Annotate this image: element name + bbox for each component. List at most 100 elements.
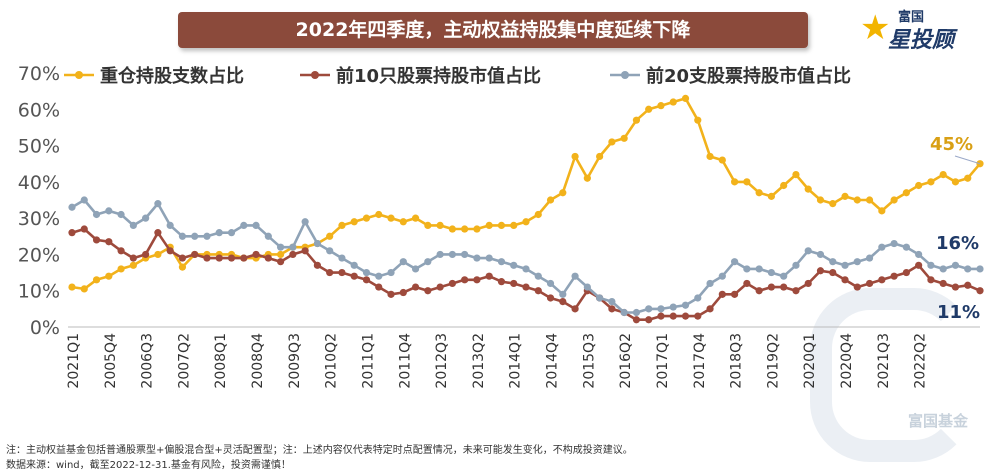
- data-point: [632, 308, 641, 317]
- data-point: [718, 156, 726, 164]
- data-point: [804, 185, 812, 193]
- data-point: [792, 261, 800, 269]
- data-point: [559, 189, 567, 197]
- data-point: [718, 290, 726, 298]
- data-point: [706, 305, 714, 313]
- data-point: [252, 221, 260, 229]
- legend-marker: [311, 71, 319, 79]
- data-point: [497, 258, 506, 266]
- data-point: [755, 287, 763, 295]
- data-point: [853, 196, 861, 204]
- x-tick-label: 2020Q4: [839, 333, 855, 389]
- x-tick-label: 2014Q1: [508, 333, 524, 389]
- y-tick-label: 20%: [18, 244, 60, 266]
- data-point: [497, 278, 506, 286]
- data-point: [927, 178, 935, 186]
- data-point: [645, 305, 653, 313]
- data-point: [546, 294, 555, 302]
- data-point: [117, 247, 125, 255]
- data-point: [902, 268, 910, 277]
- x-tick-label: 2011Q4: [397, 333, 413, 389]
- data-point: [583, 283, 591, 291]
- data-point: [767, 192, 776, 200]
- data-point: [289, 250, 297, 259]
- data-point: [399, 218, 407, 226]
- data-point: [853, 258, 861, 266]
- data-point: [853, 283, 861, 291]
- data-point: [743, 178, 751, 186]
- x-tick-label: 2006Q3: [140, 333, 156, 389]
- data-point: [939, 265, 947, 273]
- data-point: [571, 305, 579, 313]
- data-point: [92, 210, 101, 219]
- data-point: [915, 181, 923, 190]
- data-point: [436, 221, 444, 229]
- data-point: [669, 312, 677, 320]
- x-tick-label: 2016Q2: [618, 333, 634, 389]
- data-point: [227, 229, 236, 237]
- data-point: [583, 174, 591, 182]
- y-tick-label: 30%: [18, 208, 60, 230]
- data-point: [240, 221, 248, 229]
- data-point: [92, 276, 101, 284]
- x-tick-label: 2021Q3: [876, 333, 892, 389]
- data-point: [706, 152, 714, 161]
- data-point: [264, 232, 272, 240]
- data-point: [596, 152, 604, 161]
- x-tick-label: 2017Q1: [655, 333, 671, 389]
- y-tick-label: 10%: [18, 281, 60, 303]
- data-point: [939, 171, 947, 179]
- chart-title-banner: 2022年四季度，主动权益持股集中度延续下降: [178, 12, 808, 48]
- x-tick-label: 2009Q3: [287, 333, 303, 389]
- data-point: [743, 265, 751, 273]
- data-point: [632, 116, 641, 124]
- data-point: [154, 200, 162, 208]
- data-point: [657, 312, 665, 320]
- data-point: [927, 276, 935, 284]
- data-point: [559, 290, 567, 298]
- data-point: [80, 196, 88, 204]
- data-point: [890, 272, 898, 280]
- x-tick-label: 2007Q2: [176, 333, 192, 389]
- data-point: [338, 221, 346, 229]
- data-point: [289, 243, 297, 251]
- data-point: [68, 203, 76, 211]
- data-point: [927, 261, 935, 269]
- data-point: [976, 287, 984, 295]
- data-point: [915, 261, 923, 269]
- data-point: [841, 261, 849, 269]
- data-point: [215, 229, 223, 237]
- data-point: [534, 272, 542, 280]
- data-point: [424, 221, 432, 229]
- data-point: [767, 268, 776, 277]
- data-point: [620, 308, 628, 317]
- data-point: [829, 258, 837, 266]
- data-point: [608, 305, 616, 313]
- data-point: [632, 316, 641, 324]
- data-point: [951, 261, 960, 269]
- data-point: [461, 225, 469, 233]
- data-point: [792, 287, 800, 295]
- data-point: [546, 279, 555, 288]
- data-point: [780, 181, 788, 190]
- data-point: [878, 243, 886, 251]
- data-point: [767, 283, 776, 291]
- data-point: [154, 229, 162, 237]
- data-point: [448, 225, 456, 233]
- data-point: [350, 272, 358, 280]
- data-point: [780, 283, 788, 291]
- data-point: [191, 250, 199, 259]
- end-value-label: 45%: [930, 134, 973, 155]
- x-tick-label: 2008Q1: [213, 333, 229, 389]
- data-point: [338, 254, 346, 262]
- data-point: [203, 254, 211, 262]
- data-point: [191, 232, 199, 240]
- data-point: [166, 221, 174, 229]
- data-point: [252, 250, 260, 259]
- data-point: [203, 232, 211, 240]
- data-point: [730, 258, 739, 266]
- data-point: [240, 254, 248, 262]
- data-point: [964, 265, 972, 273]
- data-point: [485, 272, 493, 280]
- data-point: [326, 232, 334, 240]
